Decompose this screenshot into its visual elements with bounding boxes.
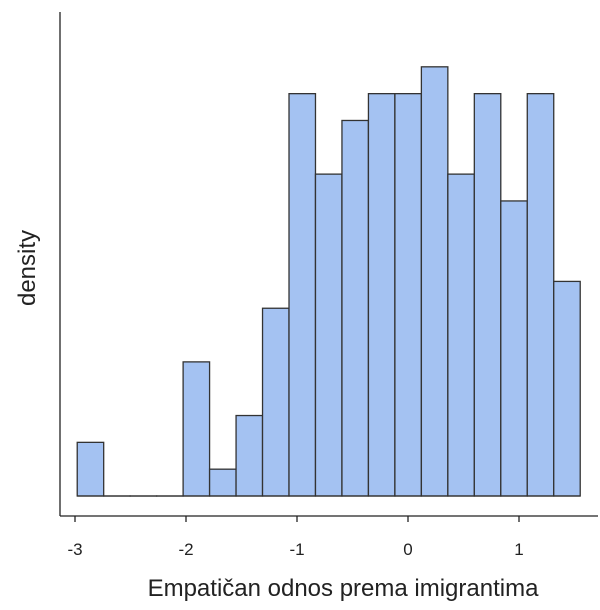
- histogram-bar: [420, 66, 449, 497]
- x-tick-label: -1: [289, 540, 304, 559]
- histogram-bar: [473, 93, 502, 497]
- y-axis-title: density: [14, 230, 41, 306]
- x-axis-title: Empatičan odnos prema imigrantima: [148, 575, 539, 602]
- x-tick-label: 1: [514, 540, 523, 559]
- histogram-bar: [553, 280, 581, 497]
- histogram-bar: [367, 93, 396, 497]
- histogram-bar: [235, 414, 264, 497]
- x-tick-label: -3: [67, 540, 82, 559]
- histogram-bar: [182, 361, 211, 497]
- x-axis-ticks: -3 -2 -1 0 1: [67, 516, 524, 559]
- histogram-bar: [314, 173, 343, 497]
- histogram-bar: [447, 173, 475, 497]
- histogram-bars: [76, 66, 581, 497]
- histogram-bar: [76, 441, 105, 497]
- histogram-bar: [394, 93, 423, 497]
- histogram-bar: [261, 307, 290, 497]
- histogram-bar: [500, 200, 528, 497]
- histogram-bar: [341, 119, 370, 497]
- x-tick-label: 0: [403, 540, 412, 559]
- histogram-bar: [526, 93, 555, 497]
- x-tick-label: -2: [178, 540, 193, 559]
- histogram-bar: [208, 468, 237, 497]
- histogram-bar: [288, 93, 317, 497]
